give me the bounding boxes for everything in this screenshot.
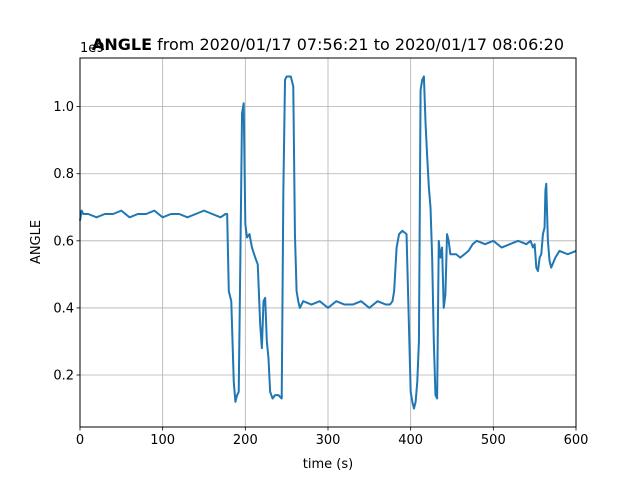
y-tick-label: 0.4 bbox=[53, 301, 74, 316]
x-tick-label: 200 bbox=[233, 433, 258, 448]
x-tick-label: 100 bbox=[150, 433, 175, 448]
x-tick-label: 500 bbox=[481, 433, 506, 448]
chart-title: ANGLE from 2020/01/17 07:56:21 to 2020/0… bbox=[92, 35, 564, 54]
y-offset-label: 1e9 bbox=[80, 41, 105, 56]
y-tick-label: 1.0 bbox=[53, 100, 74, 115]
y-tick-label: 0.6 bbox=[53, 234, 74, 249]
x-tick-label: 300 bbox=[316, 433, 341, 448]
y-tick-label: 0.2 bbox=[53, 369, 74, 384]
x-tick-label: 400 bbox=[398, 433, 423, 448]
chart-title-rest: from 2020/01/17 07:56:21 to 2020/01/17 0… bbox=[152, 35, 564, 54]
x-axis-label: time (s) bbox=[303, 457, 353, 472]
x-tick-label: 0 bbox=[76, 433, 84, 448]
series-line bbox=[79, 75, 577, 410]
y-axis-label: ANGLE bbox=[29, 220, 44, 264]
axis-ticks: 0 100 200 300 400 500 600 0.2 0.4 0.6 0.8 1.0 bbox=[53, 100, 588, 448]
data-series bbox=[79, 75, 577, 410]
chart-title-bold: ANGLE bbox=[92, 35, 152, 54]
x-tick-label: 600 bbox=[564, 433, 589, 448]
y-tick-label: 0.8 bbox=[53, 167, 74, 182]
